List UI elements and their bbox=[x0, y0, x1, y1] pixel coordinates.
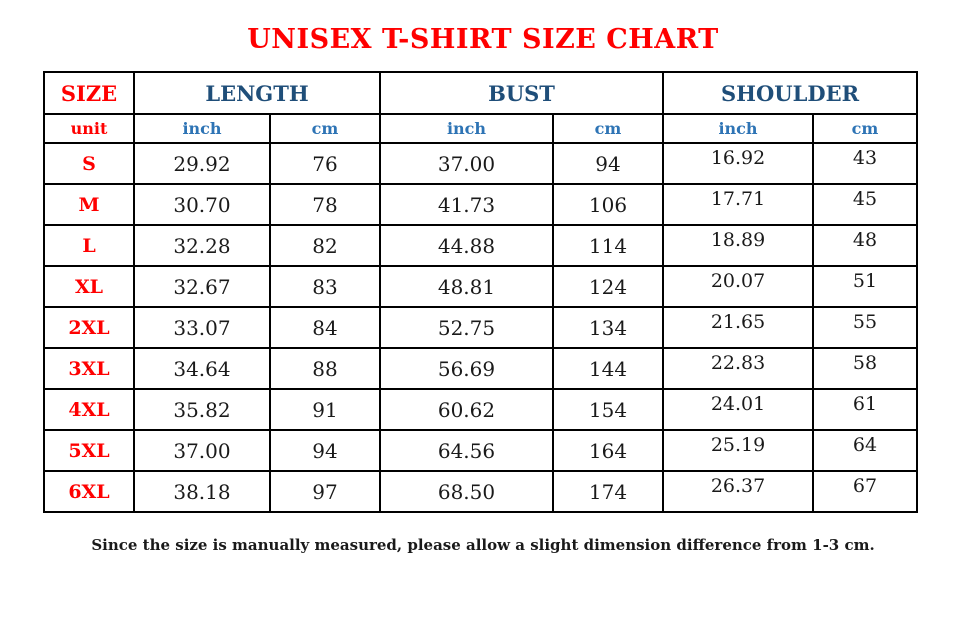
bust-inch-cell: 48.81 bbox=[379, 265, 554, 308]
bust-inch-cell: 44.88 bbox=[379, 224, 554, 267]
shoulder-inch-cell: 17.71 bbox=[662, 183, 815, 226]
size-cell: 5XL bbox=[43, 429, 135, 472]
unit-header-length-cm: cm bbox=[269, 113, 381, 144]
table-row-s: S 29.92 76 37.00 94 16.92 43 bbox=[43, 142, 919, 185]
length-inch-cell: 38.18 bbox=[133, 470, 271, 513]
shoulder-inch-cell: 16.92 bbox=[662, 142, 815, 185]
length-cm-cell: 76 bbox=[269, 142, 381, 185]
size-cell: 6XL bbox=[43, 470, 135, 513]
table-row-l: L 32.28 82 44.88 114 18.89 48 bbox=[43, 224, 919, 267]
bust-cm-cell: 134 bbox=[551, 306, 665, 349]
bust-inch-cell: 52.75 bbox=[379, 306, 554, 349]
shoulder-inch-cell: 26.37 bbox=[662, 470, 815, 513]
table-row-xl: XL 32.67 83 48.81 124 20.07 51 bbox=[43, 265, 919, 308]
length-inch-cell: 32.28 bbox=[133, 224, 271, 267]
length-cm-cell: 83 bbox=[269, 265, 381, 308]
shoulder-cm-cell: 61 bbox=[812, 388, 919, 431]
shoulder-inch-cell: 21.65 bbox=[662, 306, 815, 349]
unit-header-shoulder-cm: cm bbox=[812, 113, 919, 144]
bust-inch-cell: 41.73 bbox=[379, 183, 554, 226]
bust-cm-cell: 164 bbox=[551, 429, 665, 472]
bust-cm-cell: 94 bbox=[551, 142, 665, 185]
size-cell: S bbox=[43, 142, 135, 185]
bust-inch-cell: 37.00 bbox=[379, 142, 554, 185]
size-chart-table: SIZE LENGTH BUST SHOULDER unit inch cm i… bbox=[43, 71, 919, 513]
size-cell: XL bbox=[43, 265, 135, 308]
bust-cm-cell: 124 bbox=[551, 265, 665, 308]
length-cm-cell: 78 bbox=[269, 183, 381, 226]
length-inch-cell: 29.92 bbox=[133, 142, 271, 185]
length-inch-cell: 34.64 bbox=[133, 347, 271, 390]
unit-header-bust-inch: inch bbox=[379, 113, 554, 144]
table-row-2xl: 2XL 33.07 84 52.75 134 21.65 55 bbox=[43, 306, 919, 349]
length-cm-cell: 84 bbox=[269, 306, 381, 349]
bust-cm-cell: 144 bbox=[551, 347, 665, 390]
unit-header-bust-cm: cm bbox=[551, 113, 665, 144]
table-row-6xl: 6XL 38.18 97 68.50 174 26.37 67 bbox=[43, 470, 919, 513]
unit-header-shoulder-inch: inch bbox=[662, 113, 815, 144]
shoulder-cm-cell: 58 bbox=[812, 347, 919, 390]
table-row-4xl: 4XL 35.82 91 60.62 154 24.01 61 bbox=[43, 388, 919, 431]
length-cm-cell: 97 bbox=[269, 470, 381, 513]
column-header-bust: BUST bbox=[378, 71, 665, 115]
page-title: UNISEX T-SHIRT SIZE CHART bbox=[247, 24, 719, 55]
shoulder-cm-cell: 64 bbox=[812, 429, 919, 472]
bust-cm-cell: 174 bbox=[551, 470, 665, 513]
shoulder-cm-cell: 51 bbox=[812, 265, 919, 308]
size-cell: 2XL bbox=[43, 306, 135, 349]
length-cm-cell: 91 bbox=[269, 388, 381, 431]
bust-inch-cell: 68.50 bbox=[379, 470, 554, 513]
shoulder-inch-cell: 22.83 bbox=[662, 347, 815, 390]
length-inch-cell: 33.07 bbox=[133, 306, 271, 349]
unit-header-length-inch: inch bbox=[133, 113, 271, 144]
column-header-shoulder: SHOULDER bbox=[662, 71, 919, 115]
bust-cm-cell: 106 bbox=[551, 183, 665, 226]
shoulder-inch-cell: 24.01 bbox=[662, 388, 815, 431]
bust-inch-cell: 56.69 bbox=[379, 347, 554, 390]
unit-header-row: unit inch cm inch cm inch cm bbox=[43, 113, 919, 144]
shoulder-cm-cell: 48 bbox=[812, 224, 919, 267]
column-header-length: LENGTH bbox=[133, 71, 381, 115]
length-cm-cell: 94 bbox=[269, 429, 381, 472]
bust-cm-cell: 114 bbox=[551, 224, 665, 267]
length-cm-cell: 82 bbox=[269, 224, 381, 267]
shoulder-inch-cell: 25.19 bbox=[662, 429, 815, 472]
size-cell: M bbox=[43, 183, 135, 226]
size-cell: 4XL bbox=[43, 388, 135, 431]
shoulder-cm-cell: 45 bbox=[812, 183, 919, 226]
table-row-3xl: 3XL 34.64 88 56.69 144 22.83 58 bbox=[43, 347, 919, 390]
length-cm-cell: 88 bbox=[269, 347, 381, 390]
shoulder-cm-cell: 67 bbox=[812, 470, 919, 513]
length-inch-cell: 32.67 bbox=[133, 265, 271, 308]
shoulder-inch-cell: 18.89 bbox=[662, 224, 815, 267]
unit-header-label: unit bbox=[43, 113, 135, 144]
length-inch-cell: 35.82 bbox=[133, 388, 271, 431]
size-cell: L bbox=[43, 224, 135, 267]
shoulder-cm-cell: 43 bbox=[812, 142, 919, 185]
length-inch-cell: 30.70 bbox=[133, 183, 271, 226]
bust-cm-cell: 154 bbox=[551, 388, 665, 431]
bust-inch-cell: 64.56 bbox=[379, 429, 554, 472]
table-row-5xl: 5XL 37.00 94 64.56 164 25.19 64 bbox=[43, 429, 919, 472]
size-cell: 3XL bbox=[43, 347, 135, 390]
shoulder-inch-cell: 20.07 bbox=[662, 265, 815, 308]
length-inch-cell: 37.00 bbox=[133, 429, 271, 472]
shoulder-cm-cell: 55 bbox=[812, 306, 919, 349]
footnote: Since the size is manually measured, ple… bbox=[91, 536, 875, 554]
group-header-row: SIZE LENGTH BUST SHOULDER bbox=[43, 71, 919, 115]
table-row-m: M 30.70 78 41.73 106 17.71 45 bbox=[43, 183, 919, 226]
column-header-size: SIZE bbox=[43, 71, 135, 115]
bust-inch-cell: 60.62 bbox=[379, 388, 554, 431]
